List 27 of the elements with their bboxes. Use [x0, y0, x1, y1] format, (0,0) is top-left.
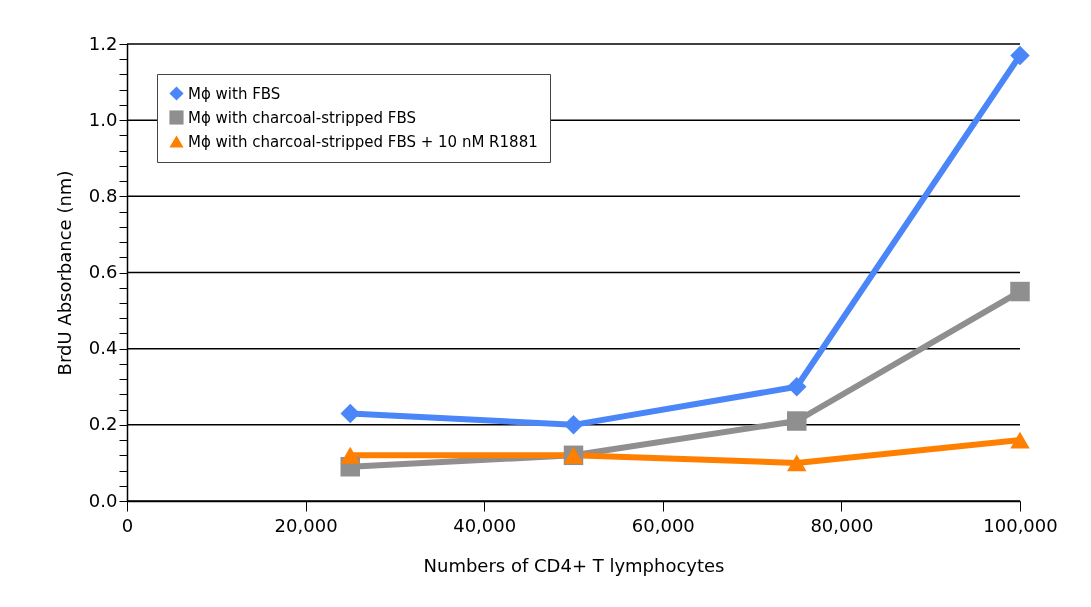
point: [340, 446, 360, 464]
legend-label: Mϕ with charcoal-stripped FBS + 10 nM R1881: [188, 132, 538, 151]
y-axis-title: BrdU Absorbance (nm): [53, 170, 75, 376]
x-axis-title: Numbers of CD4+ T lymphocytes: [423, 554, 725, 576]
point: [563, 415, 584, 435]
y-tick-label: 0.0: [88, 489, 118, 511]
x-tick-label: 100,000: [983, 514, 1058, 536]
legend-label: Mϕ with FBS: [188, 84, 281, 103]
point: [340, 403, 360, 424]
x-tick-label: 0: [121, 514, 134, 536]
point: [787, 377, 807, 397]
y-tick-label: 1.0: [88, 108, 118, 130]
point: [787, 454, 807, 472]
legend-label: Mϕ with charcoal-stripped FBS: [188, 108, 416, 127]
y-tick-label: 0.2: [88, 413, 118, 435]
point: [1010, 45, 1030, 66]
y-tick-label: 0.8: [88, 184, 118, 206]
point: [1010, 431, 1030, 449]
point: [1010, 281, 1030, 302]
x-tick-label: 60,000: [631, 514, 695, 536]
x-tick-label: 20,000: [274, 514, 338, 536]
y-tick-label: 0.4: [88, 337, 118, 359]
y-tick-label: 0.6: [88, 261, 118, 282]
x-tick-label: 40,000: [453, 514, 517, 536]
point: [787, 411, 807, 431]
x-tick-label: 80,000: [810, 514, 874, 536]
y-tick-label: 1.2: [88, 32, 118, 54]
